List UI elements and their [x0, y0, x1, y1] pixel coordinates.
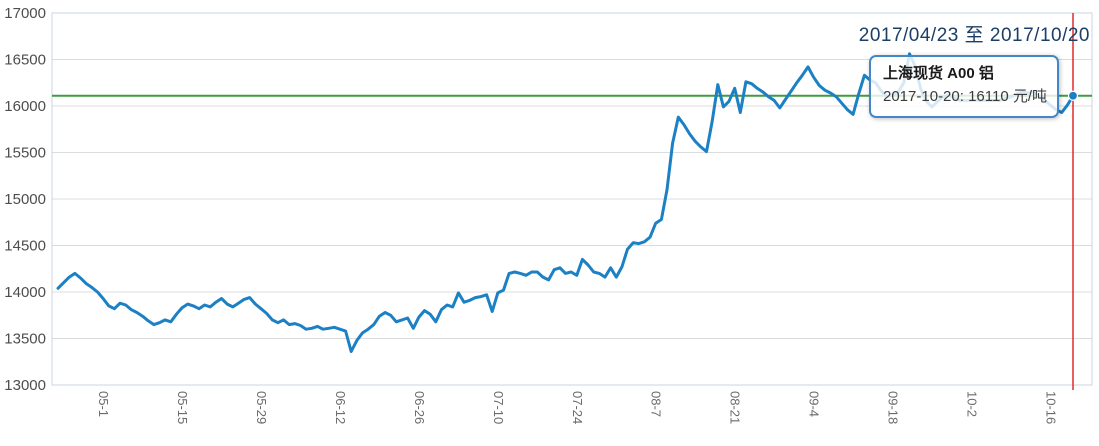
x-axis-label: 07-10: [491, 391, 506, 424]
tooltip-value: 2017-10-20: 16110 元/吨: [883, 88, 1047, 106]
x-axis-label: 09-4: [807, 391, 822, 417]
y-axis-label: 13000: [4, 377, 46, 394]
last-point-dot[interactable]: [1067, 90, 1079, 101]
x-axis-label: 07-24: [570, 391, 585, 424]
chart-tooltip: 上海现货 A00 铝 2017-10-20: 16110 元/吨: [869, 55, 1059, 118]
x-axis-label: 06-12: [333, 391, 348, 424]
y-axis-label: 17000: [4, 5, 46, 22]
x-axis-label: 10-16: [1043, 391, 1058, 424]
x-axis-label: 10-2: [965, 391, 980, 417]
x-axis-label: 08-21: [728, 391, 743, 424]
y-axis-label: 15000: [4, 191, 46, 208]
x-axis-label: 05-15: [175, 391, 190, 424]
x-axis-label: 05-29: [254, 391, 269, 424]
y-axis-label: 15500: [4, 145, 46, 162]
x-axis-label: 09-18: [886, 391, 901, 424]
tooltip-series-name: 上海现货 A00 铝: [883, 65, 994, 82]
y-axis-label: 16500: [4, 52, 46, 69]
x-axis-label: 05-1: [96, 391, 111, 417]
y-axis-label: 14500: [4, 238, 46, 255]
y-axis-label: 13500: [4, 331, 46, 348]
chart-date-range: 2017/04/23 至 2017/10/20: [858, 25, 1090, 46]
x-axis-label: 06-26: [412, 391, 427, 424]
x-axis-label: 08-7: [649, 391, 664, 417]
y-axis-label: 16000: [4, 98, 46, 115]
plot-border: [51, 12, 1093, 386]
y-axis-label: 14000: [4, 284, 46, 301]
